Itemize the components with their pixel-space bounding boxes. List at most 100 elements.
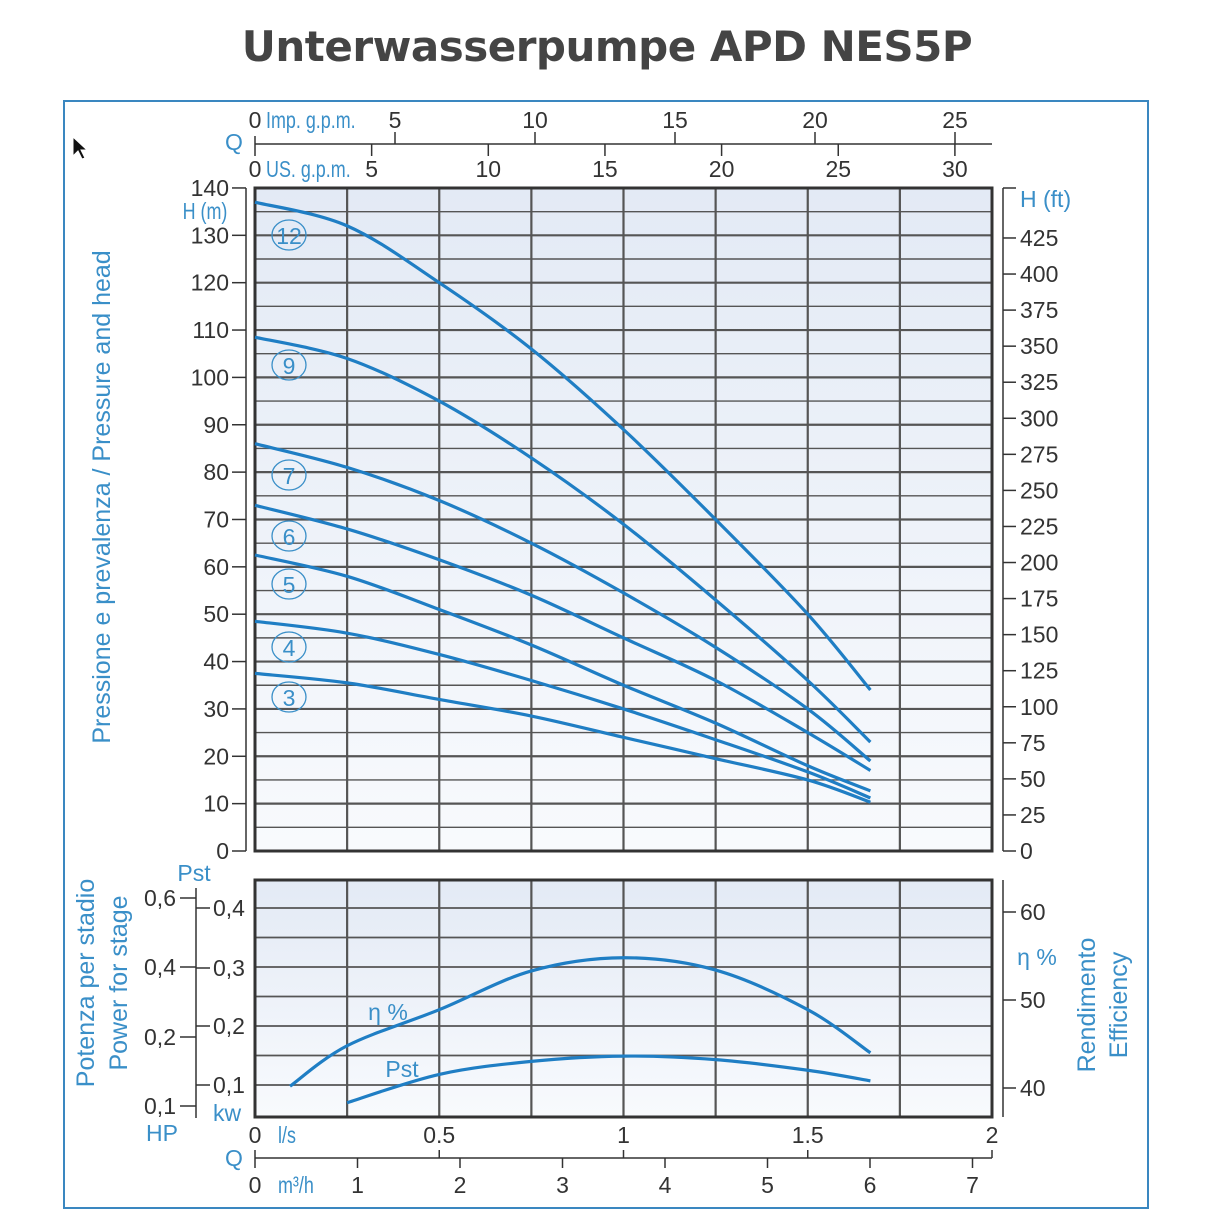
ft-tick-label: 125 <box>1020 658 1058 684</box>
stage-label-circle <box>271 631 307 663</box>
stage-label-circle <box>271 349 307 381</box>
m3h-tick-label: 2 <box>454 1172 467 1198</box>
h-tick-label: 110 <box>192 317 229 343</box>
power-curve-label: Pst <box>385 1056 419 1082</box>
ft-tick-label: 75 <box>1020 730 1046 756</box>
stage-curve-3 <box>254 671 871 804</box>
stage-label: 12 <box>276 223 302 249</box>
m3h-unit-label: m³/h <box>278 1173 314 1199</box>
y-axis-title: Pressione e prevalenza / Pressure and he… <box>88 250 116 743</box>
us-gpm-label: 10 <box>476 156 502 182</box>
ft-tick-label: 300 <box>1020 405 1058 431</box>
h-tick-label: 0 <box>216 838 229 864</box>
stage-curve-9 <box>254 335 872 744</box>
ft-tick-label: 225 <box>1020 513 1058 539</box>
h-tick-label: 80 <box>203 459 229 485</box>
ls-tick-label: 0.5 <box>423 1122 455 1148</box>
hp-tick-label: 0,2 <box>144 1024 176 1050</box>
hp-tick-label: 0,4 <box>144 954 176 980</box>
efficiency-title-line2: Efficiency <box>1105 951 1133 1058</box>
ft-tick-label: 50 <box>1020 766 1046 792</box>
h-tick-label: 100 <box>191 364 229 390</box>
m3h-tick-label: 1 <box>351 1172 364 1198</box>
ls-tick-label: 1.5 <box>792 1122 824 1148</box>
us-gpm-label: 0 <box>249 156 262 182</box>
kw-tick-label: 0,3 <box>213 955 245 981</box>
chart-frame <box>63 100 1149 1209</box>
ft-tick-label: 350 <box>1020 333 1058 359</box>
stage-label-circle <box>271 459 307 491</box>
eta-axis-label: η % <box>1017 944 1057 970</box>
eta-tick-label: 40 <box>1020 1075 1046 1101</box>
m3h-tick-label: 5 <box>761 1172 774 1198</box>
h-tick-label: 70 <box>203 506 229 532</box>
h-tick-label: 10 <box>203 791 229 817</box>
stage-label: 9 <box>283 353 296 379</box>
stage-label: 6 <box>283 524 296 550</box>
ls-tick-label: 1 <box>617 1122 630 1148</box>
power-title-line1: Potenza per stadio <box>72 879 100 1087</box>
ft-tick-label: 275 <box>1020 441 1058 467</box>
us-gpm-unit: US. g.p.m. <box>266 157 351 183</box>
power-curve <box>346 1054 871 1105</box>
imp-gpm-label: 20 <box>802 107 828 133</box>
stage-label: 3 <box>283 685 296 711</box>
m3h-tick-label: 0 <box>249 1172 262 1198</box>
us-gpm-label: 25 <box>825 156 851 182</box>
imp-gpm-label: 25 <box>942 107 968 133</box>
stage-label-circle <box>271 219 307 251</box>
m3h-tick-label: 4 <box>659 1172 672 1198</box>
q-label-bottom: Q <box>225 1145 243 1171</box>
stage-curve-7 <box>254 442 872 763</box>
hp-unit-label: HP <box>146 1120 178 1146</box>
h-tick-label: 90 <box>203 412 229 438</box>
efficiency-curve <box>289 956 872 1088</box>
us-gpm-label: 15 <box>592 156 618 182</box>
ft-tick-label: 400 <box>1020 261 1058 287</box>
us-gpm-label: 5 <box>365 156 378 182</box>
ls-unit-label: l/s <box>278 1123 296 1149</box>
h-tick-label: 50 <box>203 601 229 627</box>
power-title-line2: Power for stage <box>105 895 133 1070</box>
hp-tick-label: 0,6 <box>144 885 176 911</box>
ft-tick-label: 25 <box>1020 802 1046 828</box>
ft-tick-label: 375 <box>1020 297 1058 323</box>
ft-tick-label: 100 <box>1020 694 1058 720</box>
ft-tick-label: 250 <box>1020 477 1058 503</box>
ft-tick-label: 200 <box>1020 550 1058 576</box>
stage-label-circle <box>271 681 307 713</box>
us-gpm-label: 20 <box>709 156 735 182</box>
ft-tick-label: 325 <box>1020 369 1058 395</box>
efficiency-title-line1: Rendimento <box>1073 938 1101 1073</box>
m3h-tick-label: 3 <box>556 1172 569 1198</box>
h-tick-label: 130 <box>191 222 229 248</box>
stage-curve-4 <box>254 619 872 800</box>
kw-tick-label: 0,2 <box>213 1013 245 1039</box>
chart-title: Unterwasserpumpe APD NES5P <box>241 22 973 71</box>
h-tick-label: 40 <box>203 649 229 675</box>
m3h-tick-label: 7 <box>966 1172 979 1198</box>
kw-tick-label: 0,1 <box>213 1072 245 1098</box>
h-tick-label: 30 <box>203 696 229 722</box>
hp-tick-label: 0,1 <box>144 1093 176 1119</box>
m3h-tick-label: 6 <box>864 1172 877 1198</box>
eta-tick-label: 60 <box>1020 899 1046 925</box>
ls-tick-label: 2 <box>986 1122 999 1148</box>
stage-curve-12 <box>254 200 872 691</box>
stage-curve-6 <box>254 503 872 772</box>
ft-tick-label: 175 <box>1020 586 1058 612</box>
ls-tick-label: 0 <box>249 1122 262 1148</box>
ft-tick-label: 425 <box>1020 225 1058 251</box>
h-tick-label: 60 <box>203 554 229 580</box>
imp-gpm-label: 0 <box>249 107 262 133</box>
ft-tick-label: 0 <box>1020 838 1033 864</box>
stage-label: 7 <box>283 463 296 489</box>
stage-label: 5 <box>283 572 296 598</box>
imp-gpm-label: 10 <box>522 107 548 133</box>
imp-gpm-label: 5 <box>389 107 402 133</box>
h-tick-label: 120 <box>191 270 229 296</box>
efficiency-curve-label: η % <box>368 999 408 1025</box>
kw-tick-label: 0,4 <box>213 895 245 921</box>
h-tick-label: 20 <box>203 743 229 769</box>
